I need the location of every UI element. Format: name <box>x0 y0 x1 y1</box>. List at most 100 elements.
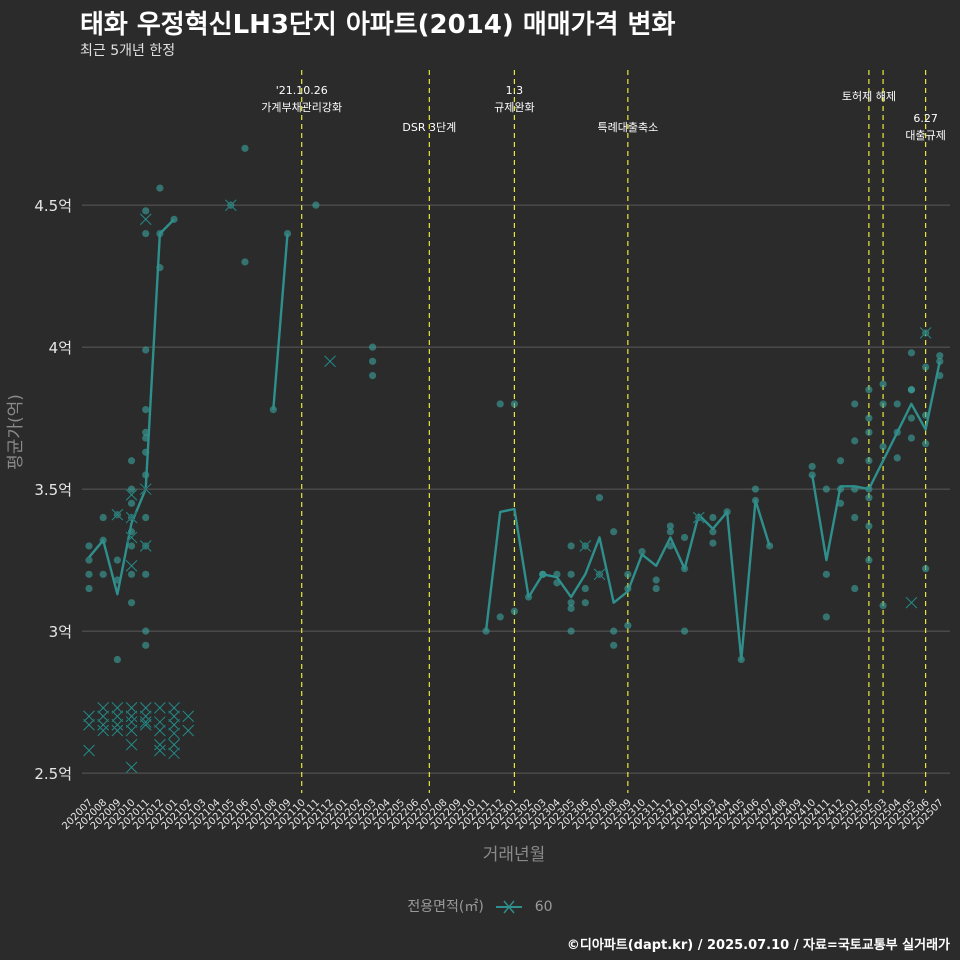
trade-point <box>510 607 518 615</box>
trade-cross-marker <box>125 761 138 774</box>
trade-point <box>709 528 717 536</box>
cross-stroke <box>139 483 152 496</box>
y-tick-label: 2.5억 <box>34 765 72 783</box>
trade-point <box>567 604 575 613</box>
trade-point <box>283 229 292 238</box>
trade-point <box>127 599 136 607</box>
trade-point <box>709 539 717 547</box>
cross-stroke <box>125 716 138 728</box>
trade-point <box>567 627 575 635</box>
trade-point <box>851 584 859 593</box>
cross-stroke <box>168 710 181 723</box>
cross-stroke <box>168 718 181 731</box>
cross-stroke <box>139 716 152 728</box>
cross-stroke <box>97 724 110 737</box>
trade-point <box>907 349 916 357</box>
cross-stroke <box>324 355 336 368</box>
legend: 전용면적(㎡) 60 <box>0 896 960 916</box>
trade-cross-marker <box>97 701 110 714</box>
trade-point <box>127 570 136 578</box>
event-label: 대출규제 <box>905 129 945 142</box>
trade-point <box>369 357 377 365</box>
event-label: 특례대출축소 <box>597 121 658 134</box>
trade-point <box>142 627 150 635</box>
trade-point <box>142 346 150 354</box>
cross-stroke <box>111 710 124 723</box>
trade-point <box>595 494 604 502</box>
trade-point <box>510 400 518 408</box>
cross-stroke <box>139 540 152 552</box>
cross-stroke <box>139 701 152 714</box>
trade-point <box>610 641 618 649</box>
trade-point <box>808 462 816 471</box>
trade-point <box>142 207 150 215</box>
cross-stroke <box>83 744 95 757</box>
cross-stroke <box>153 738 166 751</box>
trade-point <box>369 371 377 380</box>
trade-cross-marker <box>593 568 606 581</box>
cross-stroke <box>153 716 166 728</box>
trade-cross-marker <box>168 747 181 760</box>
trade-cross-marker <box>905 596 918 609</box>
y-axis-ticks: 2.5억 3억 3.5억 4억 4.5억 <box>34 197 72 783</box>
cross-stroke <box>125 724 138 737</box>
series-line-60 <box>272 233 289 410</box>
trade-cross-marker <box>111 718 124 731</box>
trade-cross-marker <box>182 710 195 723</box>
trade-point <box>127 499 136 507</box>
cross-stroke <box>111 718 124 731</box>
trade-cross-marker <box>139 213 152 226</box>
trade-cross-marker <box>139 716 152 728</box>
cross-stroke <box>182 710 195 723</box>
page-title: 태화 우정혁신LH3단지 아파트(2014) 매매가격 변화 <box>80 10 676 40</box>
trade-point <box>85 542 93 550</box>
trade-cross-marker <box>153 716 166 728</box>
trade-point <box>680 533 689 542</box>
cross-stroke <box>111 701 124 714</box>
trade-point <box>156 184 164 192</box>
trade-point <box>610 528 618 536</box>
trade-cross-marker <box>168 710 181 723</box>
trade-point <box>879 442 887 451</box>
trade-point <box>822 570 830 578</box>
trade-point <box>936 352 944 360</box>
trade-point <box>624 621 632 630</box>
cross-stroke <box>153 744 166 757</box>
trade-point <box>879 400 887 408</box>
trade-point <box>482 627 490 635</box>
trade-cross-marker <box>919 326 932 339</box>
trade-point <box>85 570 93 578</box>
cross-stroke <box>83 718 95 731</box>
trade-cross-marker <box>83 710 95 723</box>
trade-point <box>865 494 873 502</box>
y-axis-label: 평균가(억) <box>6 394 26 470</box>
trade-crosses <box>83 199 932 774</box>
trade-cross-marker <box>111 508 124 521</box>
event-label: 토허제 해제 <box>842 89 896 103</box>
trade-point <box>567 599 575 607</box>
event-label: 규제완화 <box>494 101 534 114</box>
trade-cross-marker <box>97 718 110 731</box>
y-tick-label: 3억 <box>49 623 72 641</box>
trade-cross-marker <box>97 710 110 723</box>
trade-point <box>922 363 930 371</box>
trade-point <box>709 513 717 522</box>
trade-cross-marker <box>692 511 705 524</box>
cross-stroke <box>111 508 124 521</box>
trade-cross-marker <box>97 724 110 737</box>
cross-stroke <box>125 710 138 723</box>
trade-cross-marker <box>153 701 166 714</box>
cross-stroke <box>139 710 152 723</box>
cross-stroke <box>97 718 110 731</box>
trade-cross-marker <box>125 559 138 572</box>
trade-cross-marker <box>111 724 124 737</box>
gridlines <box>82 204 950 774</box>
event-label: 6.27 <box>913 112 938 125</box>
cross-stroke <box>919 327 932 339</box>
trade-cross-marker <box>125 701 138 714</box>
trade-point <box>865 556 873 564</box>
trade-point <box>851 513 859 522</box>
trade-cross-marker <box>139 718 152 731</box>
trade-point <box>127 457 136 465</box>
